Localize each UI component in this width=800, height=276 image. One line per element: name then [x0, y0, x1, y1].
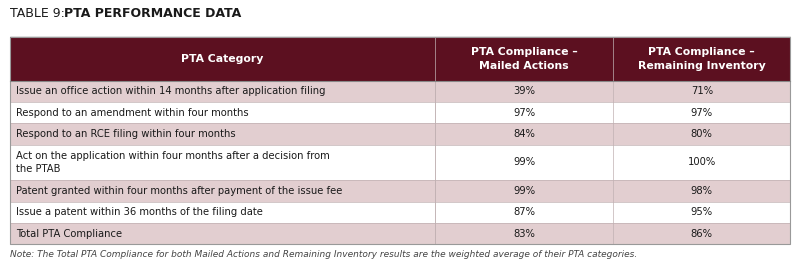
Text: 86%: 86%: [690, 229, 713, 238]
Bar: [10, 37, 790, 81]
Text: 71%: 71%: [690, 86, 713, 96]
Bar: [10, 102, 790, 123]
Text: 97%: 97%: [513, 108, 535, 118]
Text: 99%: 99%: [513, 158, 535, 168]
Text: 98%: 98%: [690, 186, 713, 196]
Text: Act on the application within four months after a decision from
the PTAB: Act on the application within four month…: [16, 151, 330, 174]
Text: Respond to an amendment within four months: Respond to an amendment within four mont…: [16, 108, 249, 118]
Text: 80%: 80%: [691, 129, 713, 139]
Text: Issue an office action within 14 months after application filing: Issue an office action within 14 months …: [16, 86, 326, 96]
Bar: [10, 223, 790, 244]
Bar: [10, 201, 790, 223]
Text: PTA Compliance –
Mailed Actions: PTA Compliance – Mailed Actions: [470, 47, 578, 71]
Text: 39%: 39%: [513, 86, 535, 96]
Text: PTA PERFORMANCE DATA: PTA PERFORMANCE DATA: [64, 7, 242, 20]
Text: 97%: 97%: [690, 108, 713, 118]
Text: 87%: 87%: [513, 207, 535, 217]
Text: TABLE 9:: TABLE 9:: [10, 7, 69, 20]
Text: Patent granted within four months after payment of the issue fee: Patent granted within four months after …: [16, 186, 342, 196]
Bar: [10, 180, 790, 201]
Text: PTA Compliance –
Remaining Inventory: PTA Compliance – Remaining Inventory: [638, 47, 766, 71]
Text: Respond to an RCE filing within four months: Respond to an RCE filing within four mon…: [16, 129, 236, 139]
Bar: [10, 81, 790, 102]
Text: PTA Category: PTA Category: [181, 54, 263, 64]
Bar: [10, 145, 790, 180]
Text: 100%: 100%: [688, 158, 716, 168]
Text: 84%: 84%: [514, 129, 535, 139]
Bar: [10, 37, 790, 244]
Text: Note: The Total PTA Compliance for both Mailed Actions and Remaining Inventory r: Note: The Total PTA Compliance for both …: [10, 250, 637, 259]
Text: 83%: 83%: [514, 229, 535, 238]
Bar: [10, 123, 790, 145]
Text: 99%: 99%: [513, 186, 535, 196]
Text: Total PTA Compliance: Total PTA Compliance: [16, 229, 122, 238]
Text: Issue a patent within 36 months of the filing date: Issue a patent within 36 months of the f…: [16, 207, 263, 217]
Text: 95%: 95%: [690, 207, 713, 217]
